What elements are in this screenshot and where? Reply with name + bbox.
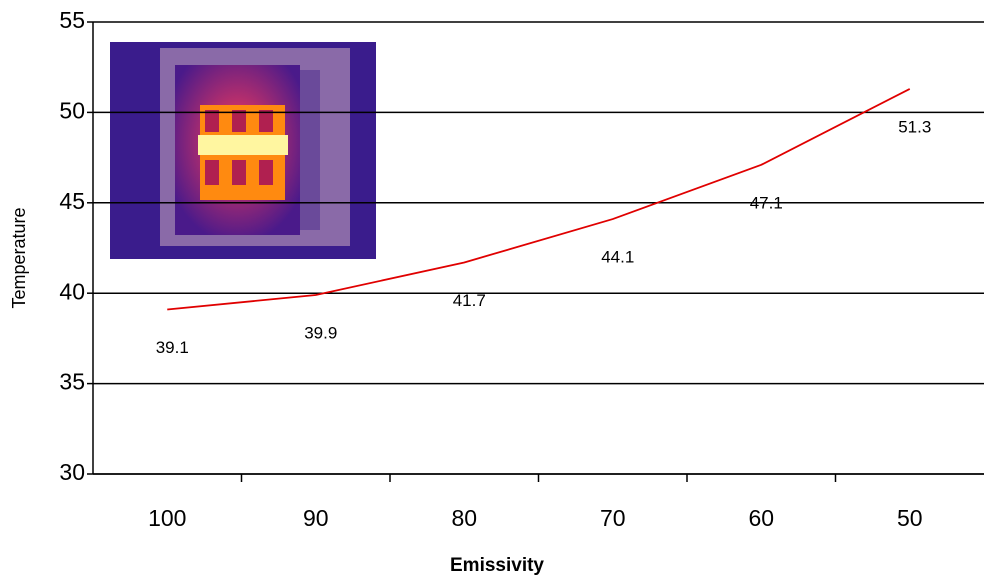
thermal-image	[110, 42, 376, 259]
x-tick-label: 50	[897, 505, 923, 531]
x-tick-label: 90	[303, 505, 329, 531]
y-tick-label: 50	[59, 97, 85, 123]
y-tick-label: 45	[59, 188, 85, 214]
y-tick-label: 35	[59, 369, 85, 395]
y-tick-label: 55	[59, 7, 85, 33]
y-tick-label: 40	[59, 278, 85, 304]
x-axis-label: Emissivity	[450, 555, 544, 576]
y-axis-label: Temperature	[9, 207, 29, 308]
x-tick-label: 100	[148, 505, 186, 531]
x-tick-label: 80	[451, 505, 477, 531]
data-label: 41.7	[453, 291, 486, 310]
y-tick-label: 30	[59, 459, 85, 485]
data-label: 39.9	[304, 323, 337, 342]
data-label: 44.1	[601, 248, 634, 267]
line	[167, 88, 911, 311]
data-label: 39.1	[156, 338, 189, 357]
data-label: 51.3	[898, 117, 931, 136]
x-tick-label: 60	[748, 505, 774, 531]
data-label: 47.1	[750, 193, 783, 212]
x-tick-label: 70	[600, 505, 626, 531]
